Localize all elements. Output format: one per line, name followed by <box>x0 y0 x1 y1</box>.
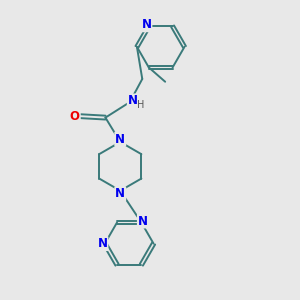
Text: N: N <box>128 94 138 107</box>
Text: N: N <box>115 187 125 200</box>
Text: N: N <box>141 18 152 31</box>
Text: N: N <box>98 237 107 250</box>
Text: H: H <box>137 100 145 110</box>
Text: N: N <box>115 133 125 146</box>
Text: O: O <box>70 110 80 123</box>
Text: N: N <box>138 214 148 227</box>
